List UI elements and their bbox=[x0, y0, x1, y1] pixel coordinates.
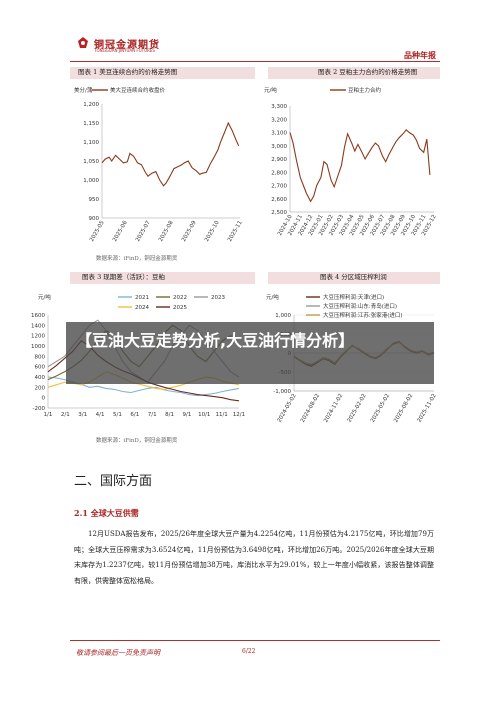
x-tick-label: 7/1 bbox=[148, 412, 157, 418]
legend-label: 2025 bbox=[173, 305, 187, 311]
y-tick-label: 3,100 bbox=[271, 131, 287, 137]
x-tick-label: 2025-10 bbox=[204, 220, 221, 243]
y-tick-label: 1,050 bbox=[83, 159, 99, 165]
page-number: 6/22 bbox=[242, 648, 256, 655]
y-axis-unit: 元/吨 bbox=[38, 293, 51, 301]
x-tick-label: 6/1 bbox=[130, 412, 139, 418]
y-axis-unit: 元/吨 bbox=[264, 86, 277, 94]
y-tick-label: 3,200 bbox=[271, 117, 287, 123]
y-tick-label: 3,000 bbox=[271, 144, 287, 150]
x-tick-label: 2024-11-02 bbox=[323, 393, 344, 424]
legend-label: 2024 bbox=[135, 305, 149, 311]
section-title: 二、国际方面 bbox=[74, 474, 153, 489]
figure-1-chart: 美分/蒲 1,200 1,150 1,100 1,050 1,000 950 900 2025-… bbox=[70, 82, 255, 257]
x-tick-label: 2025-09 bbox=[181, 220, 198, 243]
legend-label: 大豆压榨利润:江苏:张家港(进口) bbox=[323, 311, 403, 319]
y-tick-label: 2,600 bbox=[271, 197, 287, 203]
legend-label: 美大豆连续合约收盘价 bbox=[110, 86, 166, 94]
x-tick-label: 2025-05 bbox=[89, 220, 106, 243]
y-tick-label: 0 bbox=[42, 396, 46, 402]
y-tick-label: 2,700 bbox=[271, 184, 287, 190]
y-tick-label: 600 bbox=[35, 365, 46, 371]
y-axis-unit: 美分/蒲 bbox=[74, 86, 93, 94]
figure-3-title: 图表 3 现期差（活跃）：豆粕 bbox=[82, 273, 166, 281]
y-tick-label: 1,000 bbox=[83, 178, 99, 184]
x-tick-label: 12/1 bbox=[233, 412, 245, 418]
y-tick-label: 400 bbox=[35, 375, 46, 381]
x-tick-label: 3/1 bbox=[78, 412, 87, 418]
x-tick-label: 2025-11-02 bbox=[417, 393, 438, 424]
report-type: 品种年报 bbox=[404, 50, 436, 60]
figure-4-title-bar bbox=[268, 272, 440, 284]
x-tick-label: 2024-08-02 bbox=[300, 393, 321, 424]
x-tick-label: 2025-11 bbox=[227, 220, 244, 243]
figure-2-title-bar bbox=[268, 67, 440, 79]
y-axis-unit: 元/吨 bbox=[266, 293, 279, 301]
legend-label: 大豆压榨利润:天津(进口) bbox=[323, 293, 384, 301]
figure-3-source: 数据来源：iFinD，铜冠金源期货 bbox=[96, 438, 178, 444]
x-tick-label: 2/1 bbox=[61, 412, 70, 418]
figure-1-title: 图表 1 美豆连续合约的价格走势图 bbox=[78, 68, 178, 76]
x-tick-label: 11/1 bbox=[215, 412, 227, 418]
x-tick-label: 5/1 bbox=[113, 412, 122, 418]
y-tick-label: 1,200 bbox=[83, 102, 99, 108]
x-tick-label: 2025-05-02 bbox=[370, 393, 391, 424]
y-tick-label: 800 bbox=[35, 354, 46, 360]
legend-label: 2023 bbox=[211, 295, 225, 301]
figure-1-source: 数据来源：iFinD，铜冠金源期货 bbox=[96, 256, 178, 262]
company-name-cn: 铜冠金源期货 bbox=[94, 40, 160, 51]
page-header: 铜冠金源期货 TONGGUAN JINYUAN FUTURES 品种年报 bbox=[70, 30, 440, 62]
y-tick-label: 950 bbox=[89, 197, 100, 203]
figure-2-chart: 元/吨 3,300 3,200 3,100 3,000 2,900 2,800 2,700 2,… bbox=[262, 82, 442, 252]
legend-label: 2022 bbox=[173, 295, 187, 301]
x-tick-label: 4/1 bbox=[96, 412, 105, 418]
y-tick-label: 1,150 bbox=[83, 121, 99, 127]
x-tick-label: 8/1 bbox=[165, 412, 174, 418]
figure-1-svg: 美分/蒲1,2001,1501,1001,0501,0009509002025-… bbox=[74, 86, 244, 243]
article-title: 【豆油大豆走势分析,大豆油行情分析】 bbox=[76, 331, 355, 350]
legend-label: 2021 bbox=[135, 295, 149, 301]
y-tick-label: 1,000 bbox=[275, 313, 291, 319]
figure-3-title-bar bbox=[70, 272, 255, 284]
x-tick-label: 10/1 bbox=[198, 412, 210, 418]
x-tick-label: 1/1 bbox=[44, 412, 53, 418]
article-title-banner: 【豆油大豆走势分析,大豆油行情分析】 bbox=[66, 322, 434, 384]
y-tick-label: 2,500 bbox=[271, 210, 287, 216]
figure-4-title: 图表 4 分区域压榨利润 bbox=[320, 273, 387, 281]
company-name-en: TONGGUAN JINYUAN FUTURES bbox=[94, 48, 155, 53]
y-tick-label: 2,800 bbox=[271, 170, 287, 176]
y-tick-label: 1,100 bbox=[83, 140, 99, 146]
figure-1-title-bar bbox=[70, 67, 255, 79]
x-tick-label: 2025-08-02 bbox=[393, 393, 414, 424]
series-line-豆粕主力合约 bbox=[289, 129, 431, 203]
series-line-美大豆连续合约收盘价 bbox=[101, 121, 240, 187]
figure-2-svg: 元/吨 3,300 3,200 3,100 3,000 2,900 2,800 2,700 2,… bbox=[264, 86, 438, 237]
y-tick-label: -1,000 bbox=[273, 389, 291, 395]
x-tick-label: 9/1 bbox=[182, 412, 191, 418]
page-footer: 敬请参阅最后一页免责声明 6/22 bbox=[70, 640, 440, 662]
x-tick-label: 2024-05-02 bbox=[277, 393, 298, 424]
x-tick-label: 2025-07 bbox=[135, 220, 152, 243]
company-logo-icon bbox=[78, 37, 88, 48]
body-paragraph: 12月USDA报告发布，2025/26年度全球大豆产量为4.2254亿吨，11月… bbox=[74, 530, 434, 585]
x-tick-label: 2025-08 bbox=[158, 220, 175, 243]
y-tick-label: 1200 bbox=[31, 334, 45, 340]
y-tick-label: 1400 bbox=[31, 323, 45, 329]
y-tick-label: 1000 bbox=[31, 344, 45, 350]
disclaimer-link[interactable]: 敬请参阅最后一页免责声明 bbox=[76, 649, 160, 657]
y-tick-label: 2,900 bbox=[271, 157, 287, 163]
y-tick-label: -200 bbox=[33, 406, 46, 412]
legend-label: 豆粕主力合约 bbox=[348, 86, 382, 94]
y-tick-label: 3,300 bbox=[271, 104, 287, 110]
y-tick-label: 900 bbox=[89, 216, 100, 222]
x-tick-label: 2025-06 bbox=[112, 220, 129, 243]
legend-label: 大豆压榨利润:山东:青岛(进口) bbox=[323, 302, 397, 310]
x-tick-label: 2025-02-02 bbox=[347, 393, 368, 424]
y-tick-label: 1600 bbox=[31, 313, 45, 319]
subsection-title: 2.1 全球大豆供需 bbox=[74, 508, 139, 518]
y-tick-label: 200 bbox=[35, 385, 46, 391]
figure-2-title: 图表 2 豆粕主力合约的价格走势图 bbox=[318, 68, 418, 76]
